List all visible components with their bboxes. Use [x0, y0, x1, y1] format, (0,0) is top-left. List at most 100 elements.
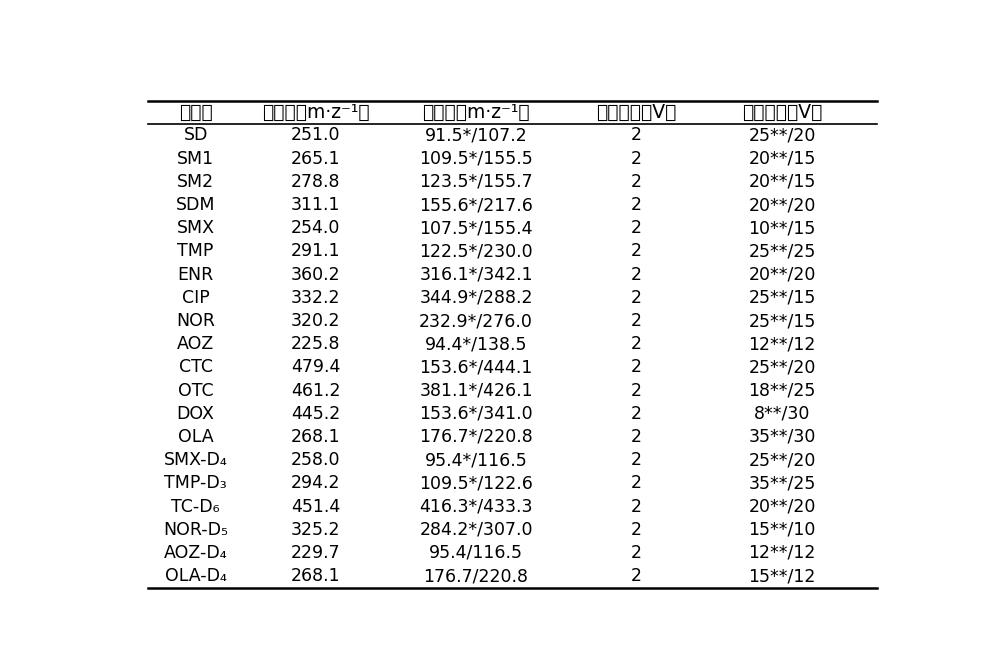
Text: 2: 2 [631, 405, 642, 423]
Text: 2: 2 [631, 173, 642, 191]
Text: 2: 2 [631, 126, 642, 144]
Text: 20**/20: 20**/20 [748, 497, 816, 515]
Text: SD: SD [183, 126, 208, 144]
Text: 2: 2 [631, 428, 642, 446]
Text: 2: 2 [631, 382, 642, 400]
Text: 12**/12: 12**/12 [748, 335, 816, 353]
Text: 153.6*/341.0: 153.6*/341.0 [419, 405, 533, 423]
Text: TC-D₆: TC-D₆ [171, 497, 220, 515]
Text: OTC: OTC [178, 382, 213, 400]
Text: SMX: SMX [177, 219, 215, 237]
Text: 107.5*/155.4: 107.5*/155.4 [419, 219, 533, 237]
Text: 25**/20: 25**/20 [748, 358, 816, 376]
Text: 451.4: 451.4 [291, 497, 340, 515]
Text: 123.5*/155.7: 123.5*/155.7 [419, 173, 533, 191]
Text: 176.7*/220.8: 176.7*/220.8 [419, 428, 533, 446]
Text: 311.1: 311.1 [291, 196, 341, 214]
Text: 258.0: 258.0 [291, 451, 341, 469]
Text: 320.2: 320.2 [291, 312, 341, 330]
Text: 10**/15: 10**/15 [748, 219, 816, 237]
Text: 2: 2 [631, 358, 642, 376]
Text: NOR-D₅: NOR-D₅ [163, 521, 228, 539]
Text: 15**/10: 15**/10 [748, 521, 816, 539]
Text: 153.6*/444.1: 153.6*/444.1 [419, 358, 533, 376]
Text: 225.8: 225.8 [291, 335, 341, 353]
Text: 20**/20: 20**/20 [748, 196, 816, 214]
Text: OLA-D₄: OLA-D₄ [165, 567, 227, 585]
Text: DOX: DOX [177, 405, 215, 423]
Text: 278.8: 278.8 [291, 173, 341, 191]
Text: AOZ-D₄: AOZ-D₄ [164, 544, 227, 562]
Text: 2: 2 [631, 521, 642, 539]
Text: 子离子（m·z⁻¹）: 子离子（m·z⁻¹） [422, 103, 530, 122]
Text: ENR: ENR [177, 265, 214, 284]
Text: 2: 2 [631, 243, 642, 261]
Text: TMP-D₃: TMP-D₃ [164, 474, 227, 493]
Text: 445.2: 445.2 [291, 405, 340, 423]
Text: 2: 2 [631, 265, 642, 284]
Text: 2: 2 [631, 544, 642, 562]
Text: 2: 2 [631, 451, 642, 469]
Text: SM2: SM2 [177, 173, 214, 191]
Text: 109.5*/155.5: 109.5*/155.5 [419, 150, 533, 167]
Text: 360.2: 360.2 [291, 265, 341, 284]
Text: 20**/20: 20**/20 [748, 265, 816, 284]
Text: 94.4*/138.5: 94.4*/138.5 [425, 335, 527, 353]
Text: 2: 2 [631, 567, 642, 585]
Text: OLA: OLA [178, 428, 213, 446]
Text: 18**/25: 18**/25 [748, 382, 816, 400]
Text: 抗生素: 抗生素 [179, 103, 212, 122]
Text: 155.6*/217.6: 155.6*/217.6 [419, 196, 533, 214]
Text: 碰撞能量（V）: 碰撞能量（V） [742, 103, 822, 122]
Text: 2: 2 [631, 335, 642, 353]
Text: 332.2: 332.2 [291, 289, 341, 307]
Text: 316.1*/342.1: 316.1*/342.1 [419, 265, 533, 284]
Text: 95.4/116.5: 95.4/116.5 [429, 544, 523, 562]
Text: 91.5*/107.2: 91.5*/107.2 [425, 126, 527, 144]
Text: 2: 2 [631, 312, 642, 330]
Text: 325.2: 325.2 [291, 521, 341, 539]
Text: 176.7/220.8: 176.7/220.8 [424, 567, 529, 585]
Text: 20**/15: 20**/15 [748, 173, 816, 191]
Text: NOR: NOR [176, 312, 215, 330]
Text: 35**/30: 35**/30 [748, 428, 816, 446]
Text: 254.0: 254.0 [291, 219, 340, 237]
Text: 25**/15: 25**/15 [748, 289, 816, 307]
Text: 2: 2 [631, 150, 642, 167]
Text: 2: 2 [631, 497, 642, 515]
Text: SDM: SDM [176, 196, 215, 214]
Text: 109.5*/122.6: 109.5*/122.6 [419, 474, 533, 493]
Text: 25**/20: 25**/20 [748, 451, 816, 469]
Text: CTC: CTC [179, 358, 213, 376]
Text: 265.1: 265.1 [291, 150, 341, 167]
Text: 416.3*/433.3: 416.3*/433.3 [419, 497, 533, 515]
Text: 2: 2 [631, 196, 642, 214]
Text: AOZ: AOZ [177, 335, 214, 353]
Text: 母离子（m·z⁻¹）: 母离子（m·z⁻¹） [262, 103, 370, 122]
Text: CIP: CIP [182, 289, 209, 307]
Text: 2: 2 [631, 219, 642, 237]
Text: 锥孔电压（V）: 锥孔电压（V） [596, 103, 677, 122]
Text: 268.1: 268.1 [291, 567, 341, 585]
Text: 20**/15: 20**/15 [748, 150, 816, 167]
Text: 229.7: 229.7 [291, 544, 341, 562]
Text: 35**/25: 35**/25 [748, 474, 816, 493]
Text: 232.9*/276.0: 232.9*/276.0 [419, 312, 533, 330]
Text: 15**/12: 15**/12 [748, 567, 816, 585]
Text: 25**/25: 25**/25 [748, 243, 816, 261]
Text: 268.1: 268.1 [291, 428, 341, 446]
Text: 2: 2 [631, 289, 642, 307]
Text: SMX-D₄: SMX-D₄ [164, 451, 228, 469]
Text: 8**/30: 8**/30 [754, 405, 810, 423]
Text: SM1: SM1 [177, 150, 214, 167]
Text: 95.4*/116.5: 95.4*/116.5 [425, 451, 527, 469]
Text: 2: 2 [631, 474, 642, 493]
Text: 251.0: 251.0 [291, 126, 341, 144]
Text: TMP: TMP [177, 243, 214, 261]
Text: 122.5*/230.0: 122.5*/230.0 [419, 243, 533, 261]
Text: 291.1: 291.1 [291, 243, 341, 261]
Text: 344.9*/288.2: 344.9*/288.2 [419, 289, 533, 307]
Text: 479.4: 479.4 [291, 358, 340, 376]
Text: 284.2*/307.0: 284.2*/307.0 [419, 521, 533, 539]
Text: 381.1*/426.1: 381.1*/426.1 [419, 382, 533, 400]
